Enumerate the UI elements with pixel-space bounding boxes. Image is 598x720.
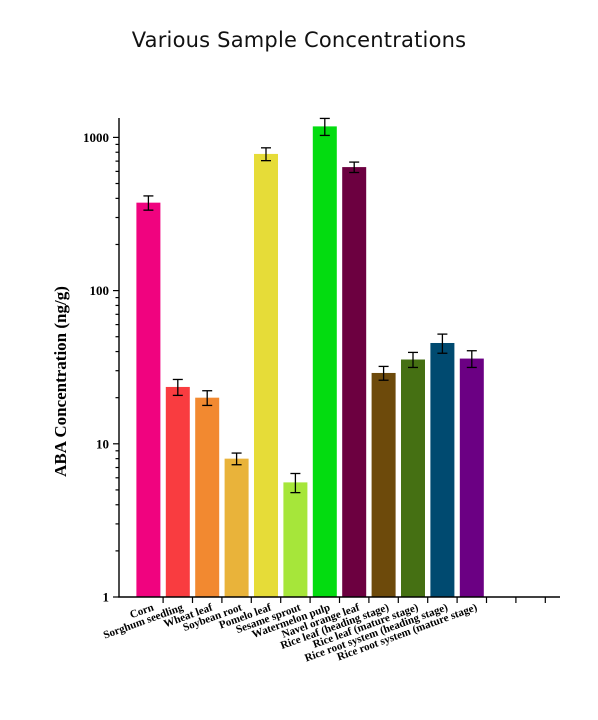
y-axis-label: ABA Concentration (ng/g) xyxy=(51,286,70,477)
error-bars xyxy=(143,117,477,494)
bar-6 xyxy=(312,126,337,597)
y-ticks: 1 10 100 1000 xyxy=(83,130,119,605)
y-axis-label-group: ABA Concentration (ng/g) xyxy=(51,286,70,477)
y-tick-label: 10 xyxy=(96,436,109,451)
bar-4 xyxy=(254,153,278,597)
y-tick-label: 1 xyxy=(103,590,110,605)
bar-11 xyxy=(459,358,484,597)
bar-0 xyxy=(136,202,161,597)
bar-9 xyxy=(401,359,425,597)
y-tick-label: 1000 xyxy=(83,130,109,145)
bars xyxy=(136,126,484,597)
bar-3 xyxy=(224,458,249,597)
bar-8 xyxy=(371,372,396,597)
bar-2 xyxy=(195,397,220,597)
bar-5 xyxy=(283,482,308,597)
bar-7 xyxy=(342,167,367,597)
y-tick-label: 100 xyxy=(90,283,110,298)
bar-10 xyxy=(430,342,455,597)
chart-title: Various Sample Concentrations xyxy=(131,28,467,52)
bar-1 xyxy=(165,386,190,597)
